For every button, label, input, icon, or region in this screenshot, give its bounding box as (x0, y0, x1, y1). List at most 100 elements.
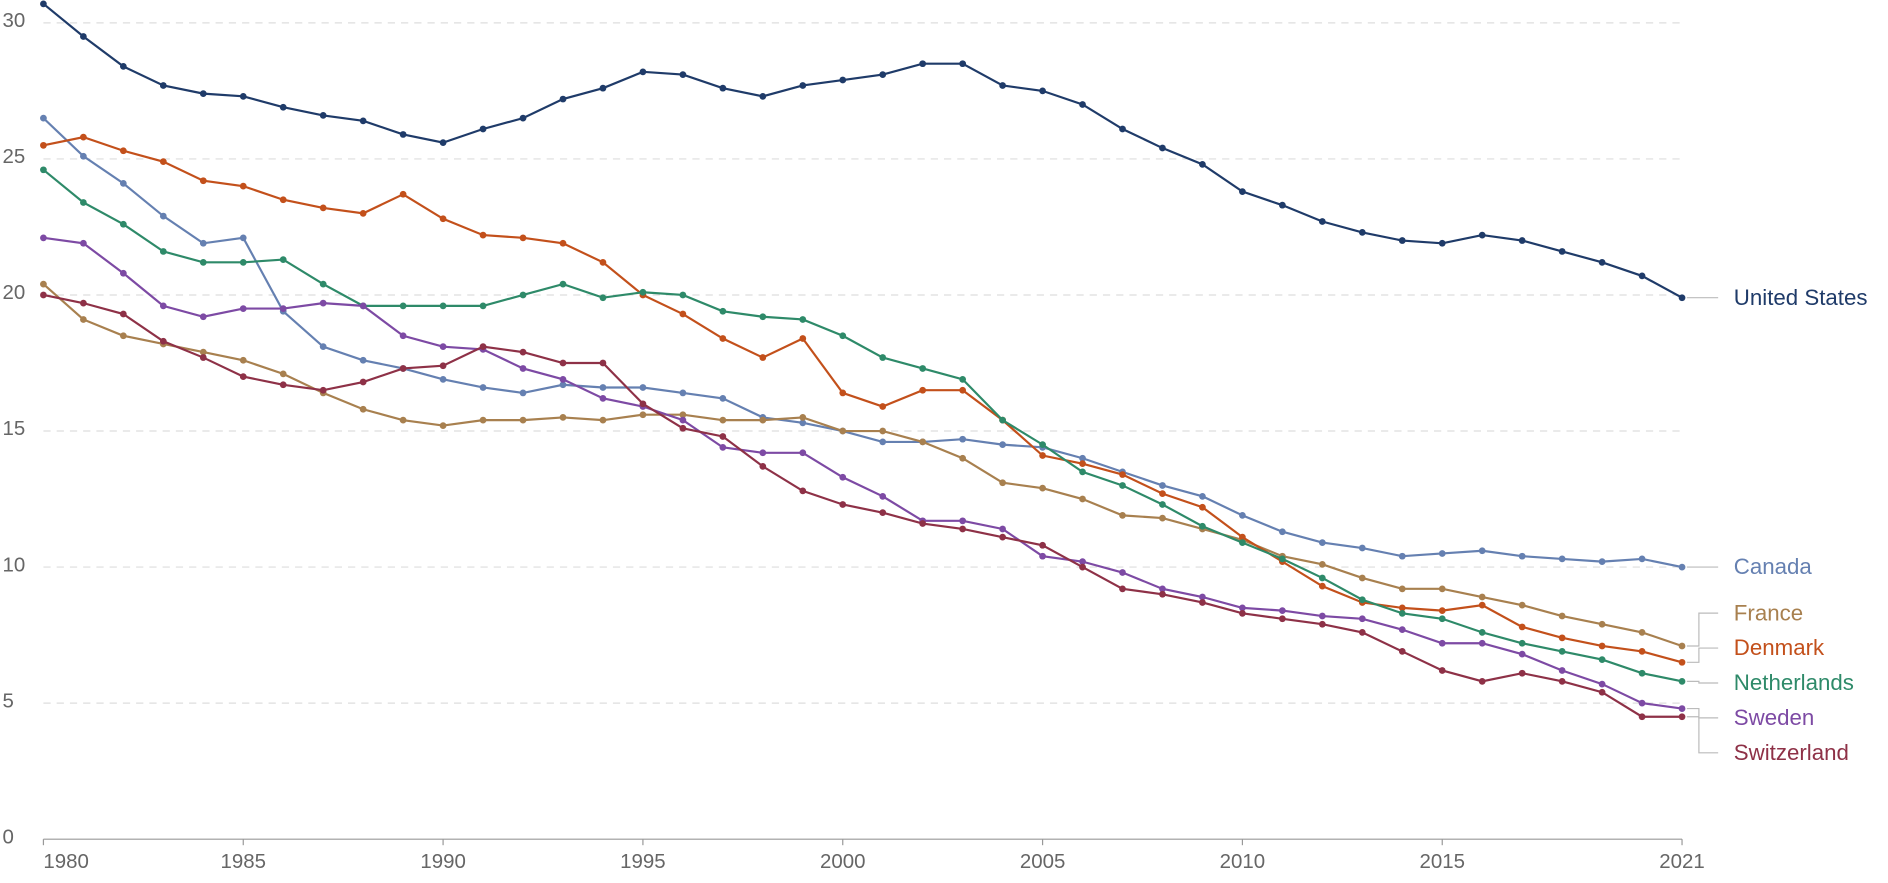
data-point (599, 258, 607, 266)
data-point (1079, 558, 1086, 566)
y-tick-label: 10 (2, 553, 25, 576)
data-point (1398, 609, 1406, 617)
data-point (1638, 648, 1646, 655)
x-tick-label: 2021 (1659, 850, 1705, 873)
data-point (319, 299, 327, 307)
data-point (919, 60, 927, 68)
data-point (879, 492, 887, 500)
data-point (1598, 620, 1606, 628)
data-point (1478, 593, 1486, 601)
data-point (159, 158, 167, 166)
data-point (239, 182, 247, 190)
data-point (1558, 667, 1566, 674)
data-point (1438, 550, 1446, 557)
data-point (1318, 218, 1326, 225)
data-point (719, 307, 727, 315)
data-point (1678, 642, 1686, 650)
data-point (1239, 533, 1246, 541)
series-label: France (1734, 600, 1803, 625)
data-point (1159, 144, 1166, 152)
data-point (80, 316, 87, 323)
data-point (759, 463, 767, 470)
data-point (439, 302, 447, 310)
data-point (519, 114, 527, 122)
data-point (879, 509, 887, 517)
data-point (959, 375, 967, 383)
data-point (1678, 563, 1686, 571)
data-point (719, 433, 727, 440)
series-label: United States (1734, 285, 1868, 310)
data-point (199, 258, 207, 266)
series-label: Sweden (1734, 705, 1814, 730)
data-point (319, 204, 327, 212)
data-point (1598, 258, 1606, 266)
data-point (1558, 248, 1566, 255)
x-tick-label: 1990 (420, 850, 466, 873)
data-point (1079, 460, 1086, 468)
data-point (1279, 615, 1286, 623)
data-point (1558, 612, 1566, 620)
data-point (959, 386, 967, 394)
data-point (679, 424, 687, 432)
data-point (1478, 547, 1486, 555)
data-point (1398, 604, 1406, 612)
data-point (1159, 590, 1166, 598)
data-point (1518, 650, 1526, 658)
data-point (519, 416, 527, 424)
data-point (1318, 560, 1326, 568)
data-point (1318, 539, 1326, 546)
data-point (599, 359, 607, 367)
data-point (439, 139, 447, 146)
data-point (919, 438, 927, 446)
data-point (799, 487, 807, 495)
data-point (1199, 522, 1206, 530)
data-point (1039, 452, 1046, 459)
data-point (679, 411, 687, 419)
data-point (1039, 541, 1046, 549)
series-line (42, 2, 1683, 299)
data-point (599, 416, 607, 424)
data-point (879, 427, 887, 435)
data-point (40, 234, 47, 242)
data-point (1318, 620, 1326, 628)
leader-line (1686, 647, 1719, 663)
data-point (559, 414, 567, 421)
data-point (1438, 239, 1446, 247)
data-point (999, 441, 1006, 449)
data-point (719, 335, 727, 342)
data-point (639, 411, 647, 419)
leader-line (1686, 680, 1719, 684)
data-point (959, 435, 967, 443)
data-point (759, 449, 767, 457)
data-point (639, 68, 647, 76)
x-tick-label: 2010 (1220, 850, 1266, 873)
x-tick-label: 1985 (220, 850, 266, 873)
data-point (639, 288, 647, 296)
y-tick-label: 15 (2, 417, 25, 440)
data-point (1598, 558, 1606, 566)
data-point (319, 343, 327, 351)
data-point (199, 177, 207, 185)
data-point (1358, 629, 1366, 636)
leader-line (1686, 707, 1719, 719)
data-point (80, 152, 87, 160)
data-point (639, 400, 647, 408)
data-point (1478, 639, 1486, 647)
data-point (959, 60, 967, 68)
data-point (1199, 503, 1206, 511)
data-point (119, 63, 127, 70)
x-tick-label: 1980 (43, 850, 89, 873)
data-point (1119, 482, 1126, 489)
data-point (879, 71, 887, 78)
data-point (1678, 294, 1686, 302)
data-point (959, 517, 967, 525)
data-point (1558, 648, 1566, 655)
data-point (80, 199, 87, 206)
data-point (399, 332, 407, 340)
data-point (759, 313, 767, 321)
data-point (1638, 699, 1646, 707)
data-point (1318, 574, 1326, 582)
data-point (679, 416, 687, 424)
data-point (399, 302, 407, 310)
data-point (1279, 607, 1286, 614)
